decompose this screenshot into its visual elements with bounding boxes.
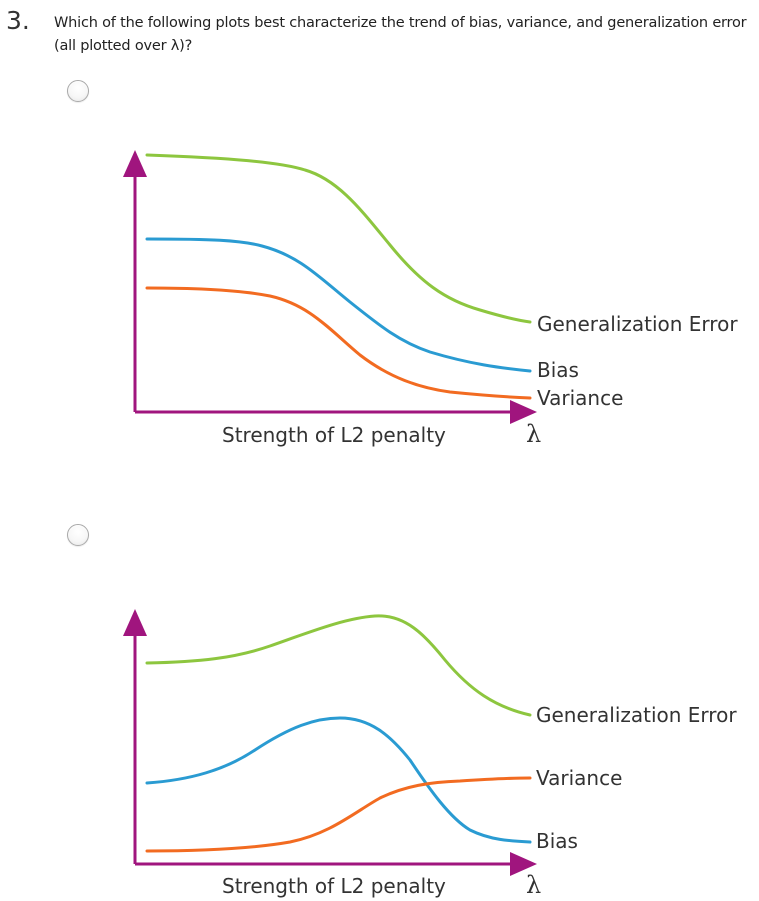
option-2-series-generalization-error — [145, 614, 532, 717]
option-2-xlabel: Strength of L2 penalty — [222, 874, 446, 898]
question-number: 3. — [6, 6, 30, 35]
option-2-lambda-symbol: λ — [526, 871, 541, 899]
option-2-series-variance — [145, 776, 532, 853]
option-1-chart: Generalization Error Bias Variance Stren… — [123, 150, 738, 448]
option-1-series-bias — [145, 237, 532, 373]
option-2-label-bias: Bias — [536, 829, 578, 853]
option-2-radio[interactable] — [67, 524, 89, 546]
option-1-label-variance: Variance — [537, 386, 623, 410]
option-2-label-generalization-error: Generalization Error — [536, 703, 737, 727]
option-1-label-bias: Bias — [537, 358, 579, 382]
option-2-label-variance: Variance — [536, 766, 622, 790]
option-1-radio[interactable] — [67, 80, 89, 102]
question-text: Which of the following plots best charac… — [54, 15, 747, 54]
option-1-xlabel: Strength of L2 penalty — [222, 423, 446, 447]
option-1-lambda-symbol: λ — [526, 420, 541, 448]
option-1-series-variance — [145, 286, 532, 400]
option-2-chart: Generalization Error Variance Bias Stren… — [123, 609, 737, 899]
option-2-series-bias — [145, 716, 532, 844]
option-1-series-generalization-error — [145, 153, 532, 324]
option-1-label-generalization-error: Generalization Error — [537, 312, 738, 336]
